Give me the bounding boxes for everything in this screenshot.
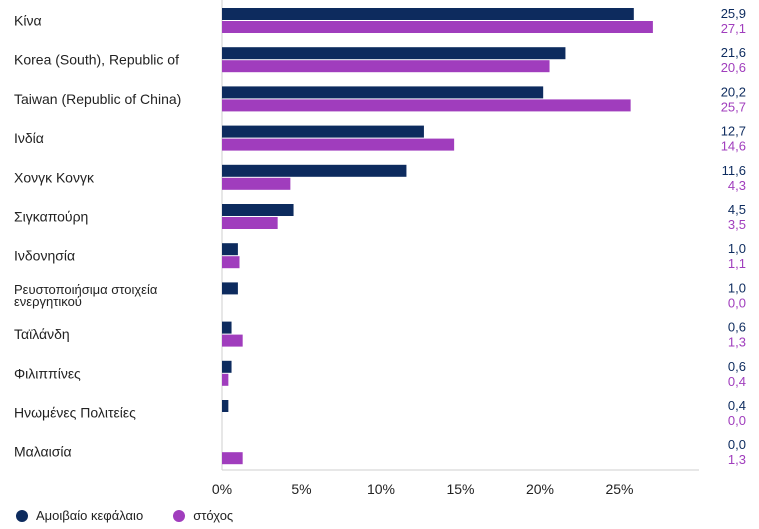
bar-fund [222, 243, 238, 256]
value-label-fund: 20,2 [721, 84, 746, 99]
bar-fund [222, 125, 424, 138]
category-label: Ρευστοποιήσιμα στοιχεία [14, 282, 158, 297]
bar-fund [222, 321, 232, 334]
value-label-target: 1,3 [728, 335, 746, 350]
category-label: Ινδονησία [14, 248, 75, 264]
legend-dot-target [173, 509, 186, 522]
legend-label-fund: Αμοιβαίο κεφάλαιο [36, 508, 144, 523]
x-tick-label: 5% [291, 481, 311, 497]
bar-fund [222, 360, 232, 373]
bar-target [222, 334, 243, 347]
value-label-target: 1,1 [728, 256, 746, 271]
value-label-fund: 12,7 [721, 124, 746, 139]
value-label-target: 4,3 [728, 178, 746, 193]
bar-target [222, 177, 291, 190]
category-label: ενεργητικού [14, 294, 82, 309]
bar-target [222, 373, 229, 386]
category-label: Korea (South), Republic of [14, 52, 179, 68]
value-label-fund: 0,6 [728, 359, 746, 374]
value-label-fund: 1,0 [728, 241, 746, 256]
value-label-fund: 4,5 [728, 202, 746, 217]
value-label-fund: 11,6 [722, 163, 746, 178]
x-tick-label: 10% [367, 481, 395, 497]
value-label-target: 1,3 [728, 452, 746, 467]
value-label-target: 27,1 [721, 21, 746, 36]
x-axis-ticks: 0% 5% 10% 15% 20% 25% [212, 481, 634, 497]
bar-target [222, 60, 550, 73]
legend-label-target: στόχος [193, 508, 234, 523]
bar-target [222, 99, 631, 112]
bar-target [222, 138, 455, 151]
bar-target [222, 21, 653, 33]
category-label: Ταϊλάνδη [14, 326, 70, 342]
x-tick-label: 20% [526, 481, 554, 497]
chart-bars [222, 8, 653, 465]
bar-target [222, 452, 243, 465]
bar-fund [222, 282, 238, 295]
legend: Αμοιβαίο κεφάλαιο στόχος [16, 508, 233, 523]
bar-target [222, 217, 278, 229]
category-label: Σιγκαπούρη [14, 209, 88, 225]
legend-item-fund: Αμοιβαίο κεφάλαιο [16, 508, 143, 523]
value-label-fund: 25,9 [721, 6, 746, 21]
value-label-target: 20,6 [721, 60, 746, 75]
value-label-fund: 0,6 [728, 320, 746, 335]
legend-item-target: στόχος [173, 508, 233, 523]
value-label-target: 0,4 [728, 374, 746, 389]
category-labels: Κίνα Korea (South), Republic of Taiwan (Re… [14, 13, 181, 460]
bar-chart: Κίνα Korea (South), Republic of Taiwan (Re… [14, 0, 746, 497]
category-label: Φιλιππίνες [14, 365, 81, 381]
chart-grid [221, 0, 699, 471]
legend-dot-fund [16, 509, 28, 522]
category-label: Ηνωμένες Πολιτείες [14, 405, 136, 421]
bar-fund [222, 8, 634, 20]
category-label: Κίνα [14, 13, 42, 29]
x-tick-label: 0% [212, 481, 232, 497]
value-label-fund: 0,0 [728, 437, 746, 452]
x-tick-label: 25% [605, 481, 633, 497]
bar-fund [222, 164, 407, 177]
category-label: Ινδία [14, 130, 44, 146]
value-label-target: 25,7 [721, 99, 746, 114]
value-label-fund: 0,4 [728, 398, 746, 413]
value-label-fund: 21,6 [721, 45, 746, 60]
value-label-fund: 1,0 [728, 280, 746, 295]
bar-fund [222, 86, 544, 99]
bar-target [222, 256, 240, 269]
bar-fund [222, 47, 566, 60]
bar-fund [222, 204, 294, 216]
category-label: Μαλαισία [14, 444, 72, 460]
value-label-target: 3,5 [728, 217, 746, 232]
x-tick-label: 15% [446, 481, 474, 497]
value-label-target: 0,0 [728, 413, 746, 428]
category-label: Χονγκ Κονγκ [14, 169, 95, 185]
bar-fund [222, 400, 229, 412]
value-labels: 25,927,1 21,620,6 20,225,7 12,714,6 11,64,3 4… [721, 6, 746, 467]
category-label: Taiwan (Republic of China) [14, 91, 181, 107]
value-label-target: 0,0 [728, 295, 746, 310]
value-label-target: 14,6 [721, 139, 746, 154]
